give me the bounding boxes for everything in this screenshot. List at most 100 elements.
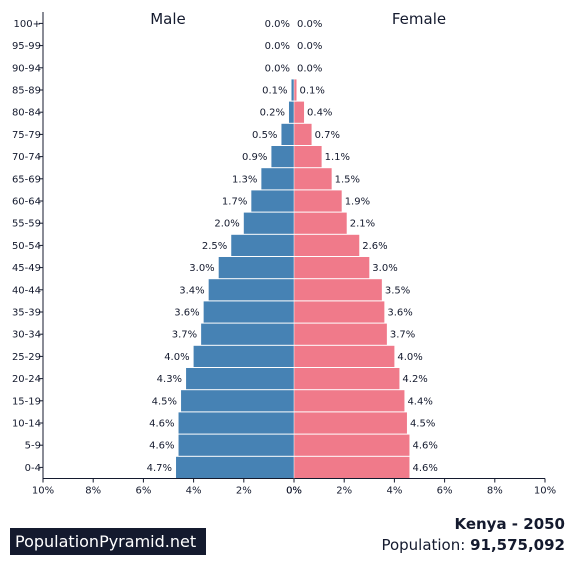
female-bar [294,212,347,234]
female-bar [294,456,410,478]
category-label: 70-74 [12,152,41,163]
male-value-label: 3.4% [179,285,204,296]
category-label: 50-54 [12,241,41,252]
female-value-label: 3.7% [390,330,415,341]
male-value-label: 0.5% [252,130,277,141]
male-value-label: 2.5% [202,241,227,252]
x-tick-label: 10% [32,486,54,497]
female-value-label: 4.5% [410,419,435,430]
male-bar [178,412,294,434]
male-bar [251,190,294,212]
female-value-label: 4.6% [412,463,437,474]
female-value-label: 4.0% [397,352,422,363]
male-value-label: 3.0% [189,263,214,274]
male-value-label: 3.6% [174,308,199,319]
female-bar [294,234,360,256]
male-value-label: 4.7% [147,463,172,474]
category-label: 35-39 [12,308,41,319]
x-tick-label: 10% [534,486,556,497]
female-value-label: 4.6% [412,441,437,452]
female-value-label: 3.6% [387,308,412,319]
female-bar [294,79,297,101]
chart-title-block: Kenya - 2050 Population: 91,575,092 [381,514,565,556]
female-value-label: 1.1% [325,152,350,163]
category-label: 25-29 [12,352,41,363]
female-bar [294,412,407,434]
male-bar [281,123,294,145]
category-label: 0-4 [25,463,41,474]
male-value-label: 4.6% [149,441,174,452]
x-tick-label: 8% [85,486,101,497]
male-bar [218,257,294,279]
male-value-label: 4.5% [152,396,177,407]
female-bar [294,123,312,145]
male-bar [193,345,294,367]
category-label: 60-64 [12,197,41,208]
female-bar [294,190,342,212]
female-value-label: 0.4% [307,108,332,119]
category-label: 30-34 [12,330,41,341]
category-label: 65-69 [12,174,41,185]
female-value-label: 0.0% [297,63,322,74]
chart-bars [176,12,410,479]
category-label: 90-94 [12,63,41,74]
chart-title: Kenya - 2050 [454,515,565,533]
male-value-label: 3.7% [172,330,197,341]
male-value-label: 1.7% [222,197,247,208]
female-bar [294,434,410,456]
female-value-label: 1.5% [335,174,360,185]
brand-logo[interactable]: PopulationPyramid.net [10,528,206,555]
female-bar [294,257,370,279]
male-value-label: 1.3% [232,174,257,185]
category-label: 40-44 [12,285,41,296]
male-value-label: 4.0% [164,352,189,363]
category-label: 85-89 [12,86,41,97]
category-label: 10-14 [12,419,41,430]
male-value-label: 4.6% [149,419,174,430]
x-tick-label: 0% [286,486,302,497]
chart-axes: 10% 8% 6% 4% 2% 0%0% 2% 4% 6% 8% 10% [32,12,556,497]
female-value-label: 0.0% [297,41,322,52]
population-value: 91,575,092 [470,536,565,554]
x-tick-label: 4% [186,486,202,497]
category-label: 45-49 [12,263,41,274]
female-value-label: 2.1% [350,219,375,230]
male-bar [201,323,294,345]
female-bar [294,323,387,345]
female-value-label: 4.2% [402,374,427,385]
male-bar [176,456,294,478]
female-bar [294,345,395,367]
male-value-label: 0.0% [265,63,290,74]
female-bar [294,301,385,323]
male-bar [178,434,294,456]
female-bar [294,146,322,168]
population-pyramid-chart: 10% 8% 6% 4% 2% 0%0% 2% 4% 6% 8% 10% 0-4 4.7% 4.6%5-… [12,10,556,497]
category-label: 55-59 [12,219,41,230]
x-tick-label: 4% [386,486,402,497]
x-tick-label: 2% [336,486,352,497]
male-bar [288,101,294,123]
male-bar [261,168,294,190]
population-label: Population: [381,536,466,554]
female-value-label: 0.7% [315,130,340,141]
female-value-label: 4.4% [407,396,432,407]
female-bar [294,101,305,123]
category-label: 5-9 [25,441,41,452]
category-label: 95-99 [12,41,41,52]
category-label: 75-79 [12,130,41,141]
legend-female: Female [392,10,446,28]
female-bar [294,390,405,412]
female-bar [294,368,400,390]
category-label: 80-84 [12,108,41,119]
male-value-label: 0.1% [262,86,287,97]
x-tick-label: 2% [236,486,252,497]
male-bar [208,279,294,301]
male-bar [186,368,294,390]
male-value-label: 4.3% [157,374,182,385]
male-bar [243,212,294,234]
male-value-label: 0.0% [265,41,290,52]
female-value-label: 3.5% [385,285,410,296]
female-value-label: 0.1% [300,86,325,97]
x-tick-label: 6% [437,486,453,497]
male-bar [203,301,294,323]
